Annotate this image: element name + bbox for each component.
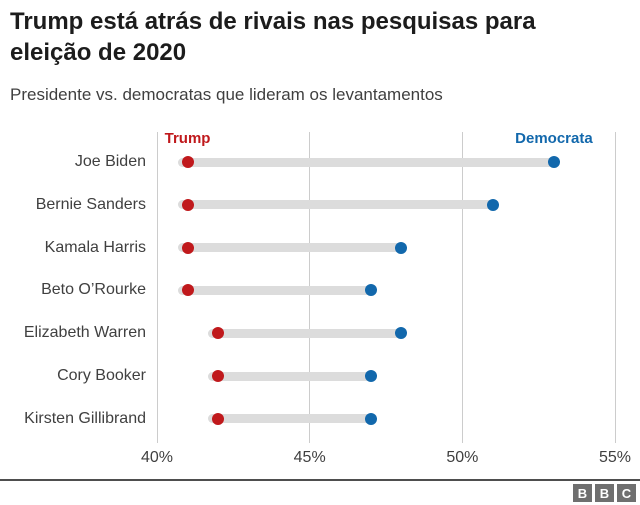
trump-dot [181,241,194,254]
x-tick-label: 45% [293,449,326,466]
connector-bar [208,328,407,338]
category-label: Kirsten Gillibrand [24,409,146,427]
democrat-dot [364,412,377,425]
connector-bar [177,200,498,210]
democrat-dot [364,370,377,382]
legend-trump-label: Trump [164,130,211,147]
connector-bar [177,285,376,295]
category-label: Kamala Harris [44,238,146,256]
category-label: Bernie Sanders [35,195,146,213]
bbc-logo-letter: B [595,484,614,502]
x-tick-label: 40% [140,449,174,466]
democrat-dot [486,198,499,211]
trump-dot [181,284,194,297]
legend-democrat-label: Democrata [515,130,593,147]
category-labels: Joe Biden Bernie Sanders Kamala Harris Beto… [0,132,146,443]
bbc-logo-letter: C [617,484,636,502]
democrat-dot [395,241,408,254]
democrat-dot [395,327,408,340]
connector-bar [208,371,376,381]
gridline-50 [461,132,463,443]
category-label: Joe Biden [74,153,146,170]
gridline-40 [156,132,158,443]
democrat-dot [547,156,560,168]
chart-title: Trump está atrás de rivais nas pesquisas… [10,8,536,66]
trump-dot [212,370,225,382]
x-tick-label: 55% [598,449,632,466]
democrat-dot [364,284,377,297]
connector-bar [208,414,376,424]
trump-dot [212,412,225,425]
plot-area: Trump Democrata [156,130,616,443]
bbc-logo-letter: B [573,484,592,502]
chart-subtitle: Presidente vs. democratas que lideram os… [10,85,443,104]
category-label: Cory Booker [57,367,146,384]
connector-bar [177,243,407,253]
category-label: Elizabeth Warren [23,324,146,342]
trump-dot [181,156,194,168]
x-axis: 40% 45% 50% 55% [141,449,631,469]
category-label: Beto O’Rourke [41,281,146,299]
footer-divider [0,479,640,481]
connector-bar [177,157,559,167]
trump-dot [212,327,225,340]
gridline-55 [614,132,616,443]
x-tick-label: 50% [446,449,479,466]
trump-dot [181,198,194,211]
